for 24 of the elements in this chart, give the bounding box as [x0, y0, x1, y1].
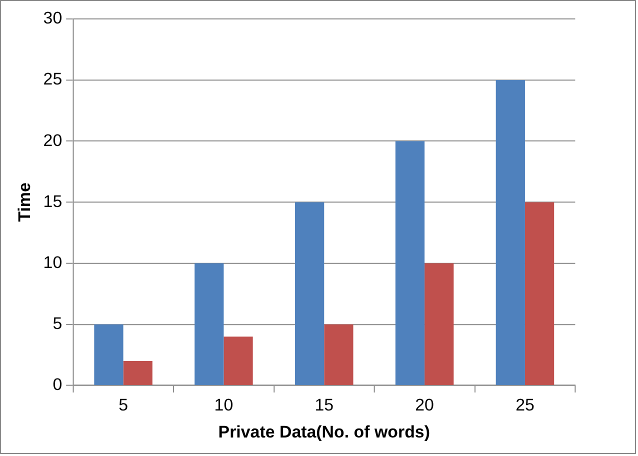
x-tick-label: 25 [516, 395, 534, 414]
y-tick-label: 0 [52, 375, 62, 394]
x-tick-label: 15 [314, 395, 334, 414]
bar [123, 361, 152, 385]
y-axis-title: Time [14, 182, 34, 222]
x-tick-label: 20 [415, 395, 434, 414]
y-tick-label: 10 [43, 252, 62, 272]
bar [424, 263, 454, 385]
x-tick-label: 10 [214, 395, 234, 414]
bar [224, 336, 253, 385]
y-tick-label: 20 [43, 130, 62, 150]
y-tick-label: 25 [43, 70, 62, 89]
bar [496, 80, 525, 385]
bar [395, 141, 425, 385]
bar [324, 324, 354, 385]
y-tick-label: 15 [43, 192, 62, 211]
x-tick-label: 5 [118, 395, 128, 414]
y-tick-label: 30 [43, 8, 62, 28]
bar [194, 263, 224, 385]
x-axis-title: Private Data(No. of words) [218, 422, 430, 442]
bar [295, 202, 324, 385]
bar [94, 324, 124, 385]
y-tick-label: 5 [52, 314, 62, 334]
bar [524, 202, 554, 385]
